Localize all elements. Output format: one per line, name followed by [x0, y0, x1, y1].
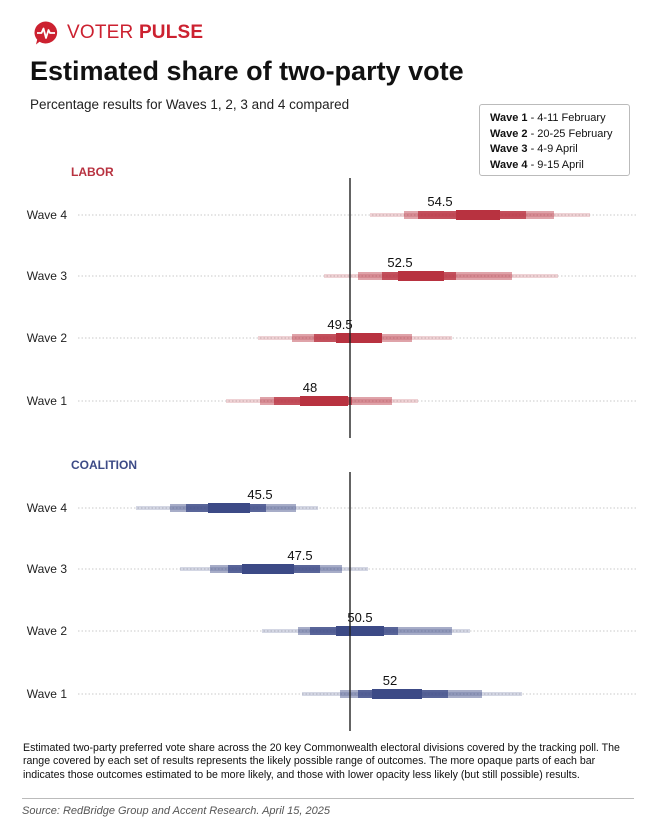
range-bar-chart: LABOR Wave 4 54.5 Wave 3 52.5 Wave 2 49.5 Wave …: [27, 165, 638, 731]
legend-wave: Wave 4: [490, 158, 528, 171]
coalition-wave-1-value-label: 52: [383, 673, 397, 688]
legend-entry-wave-1: Wave 1 - 4-11 February: [490, 111, 629, 127]
labor-wave-2-value-label: 49.5: [327, 317, 352, 332]
labor-wave-3-label: Wave 3: [27, 269, 68, 283]
labor-wave-3-range-bar-4: [398, 271, 444, 281]
legend-entry-wave-2: Wave 2 - 20-25 February: [490, 127, 629, 143]
legend-wave: Wave 2: [490, 127, 528, 140]
labor-wave-1-label: Wave 1: [27, 394, 68, 408]
legend-dates: - 4-11 February: [527, 112, 606, 124]
divider: [22, 798, 634, 799]
labor-panel-header: LABOR: [71, 165, 114, 179]
legend-wave: Wave 3: [490, 143, 528, 155]
legend-entry-wave-3: Wave 3 - 4-9 April: [490, 142, 629, 158]
labor-wave-1-range-bar-4: [300, 396, 348, 406]
source-note: Source: RedBridge Group and Accent Resea…: [22, 805, 330, 817]
coalition-wave-4-value-label: 45.5: [247, 487, 272, 502]
heartbeat-speech-bubble-icon: [34, 21, 58, 45]
coalition-wave-3-label: Wave 3: [27, 562, 68, 576]
legend-dates: - 9-15 April: [527, 158, 584, 171]
coalition-wave-1-label: Wave 1: [27, 687, 68, 701]
coalition-wave-2-value-label: 50.5: [347, 610, 372, 625]
chart-title: Estimated share of two-party vote: [30, 56, 464, 86]
labor-wave-4-label: Wave 4: [27, 208, 68, 222]
labor-wave-2-label: Wave 2: [27, 331, 68, 345]
coalition-wave-3-range-bar-4: [242, 564, 294, 574]
labor-wave-4-value-label: 54.5: [427, 194, 452, 209]
legend-entry-wave-4: Wave 4 - 9-15 April: [490, 158, 629, 174]
wave-legend: Wave 1 - 4-11 February Wave 2 - 20-25 Fe…: [479, 104, 630, 176]
footnote: Estimated two-party preferred vote share…: [23, 742, 620, 781]
brand-name-part1: VOTER: [67, 22, 139, 43]
legend-wave: Wave 1: [490, 112, 528, 124]
coalition-wave-4-range-bar-4: [208, 503, 250, 513]
labor-wave-2-range-bar-4: [336, 333, 382, 343]
brand-name: VOTER PULSE: [67, 22, 203, 44]
legend-dates: - 4-9 April: [527, 143, 578, 155]
labor-wave-3-value-label: 52.5: [387, 255, 412, 270]
labor-wave-1-value-label: 48: [303, 380, 317, 395]
coalition-wave-1-range-bar-4: [372, 689, 422, 699]
legend-dates: - 20-25 February: [527, 127, 613, 140]
coalition-wave-2-range-bar-4: [336, 626, 384, 636]
brand-logo: VOTER PULSE: [33, 20, 203, 46]
labor-wave-4-range-bar-4: [456, 210, 500, 220]
coalition-wave-3-value-label: 47.5: [287, 548, 312, 563]
coalition-panel-header: COALITION: [71, 458, 137, 472]
brand-name-part2: PULSE: [138, 22, 204, 43]
chart-subtitle: Percentage results for Waves 1, 2, 3 and…: [30, 97, 350, 112]
coalition-wave-4-label: Wave 4: [27, 501, 68, 515]
coalition-wave-2-label: Wave 2: [27, 624, 68, 638]
